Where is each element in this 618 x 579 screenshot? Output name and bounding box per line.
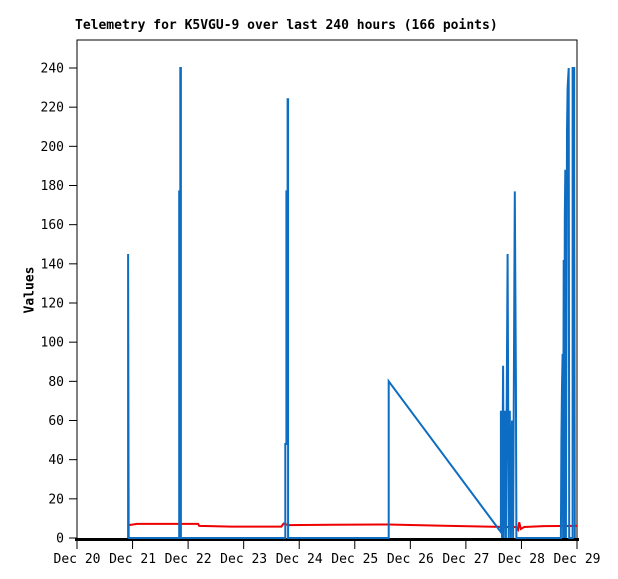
x-tick-label: Dec 26 [387,552,434,567]
x-tick-label: Dec 28 [498,552,545,567]
y-tick-label: 120 [41,297,64,312]
y-tick-label: 0 [56,532,64,547]
y-tick-label: 220 [41,101,64,116]
x-tick-label: Dec 24 [276,552,323,567]
x-tick-label: Dec 29 [554,552,601,567]
y-tick-label: 180 [41,179,64,194]
x-tick-label: Dec 25 [331,552,378,567]
y-tick-label: 40 [48,453,64,468]
y-tick-label: 160 [41,218,64,233]
x-tick-label: Dec 27 [442,552,489,567]
y-tick-label: 80 [48,375,64,390]
y-tick-label: 20 [48,492,64,507]
y-tick-label: 60 [48,414,64,429]
series-telemetry-channel-blue [127,67,576,539]
x-tick-label: Dec 22 [165,552,212,567]
y-tick-label: 200 [41,140,64,155]
x-tick-label: Dec 20 [54,552,101,567]
y-tick-label: 140 [41,257,64,272]
chart-title: Telemetry for K5VGU-9 over last 240 hour… [75,18,498,33]
y-tick-label: 100 [41,336,64,351]
x-tick-label: Dec 23 [220,552,267,567]
y-tick-label: 240 [41,62,64,77]
x-tick-label: Dec 21 [109,552,156,567]
